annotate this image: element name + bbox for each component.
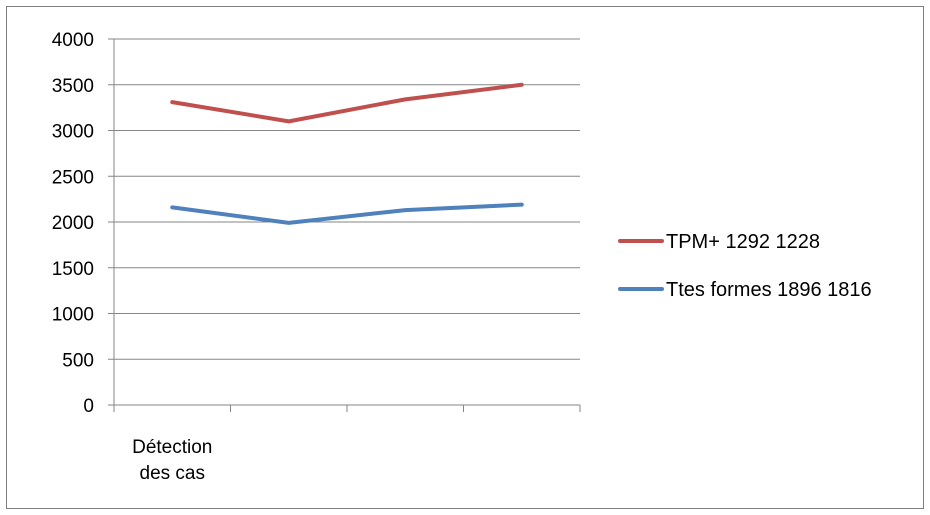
y-tick-label: 1000 <box>52 305 94 326</box>
x-axis-ticks <box>113 405 581 412</box>
y-tick-label: 2000 <box>52 213 94 234</box>
series-line-2 <box>170 202 524 225</box>
legend-label: TPM+ 1292 1228 <box>666 231 820 253</box>
y-tick-label: 3000 <box>52 122 94 143</box>
category-labels: Détection des cas <box>132 437 212 484</box>
legend: TPM+ 1292 1228 Ttes formes 1896 1816 <box>618 231 872 301</box>
x-category-label: Détection des cas <box>132 437 212 484</box>
series-lines <box>170 82 524 225</box>
series-line-1 <box>170 82 524 124</box>
y-tick-label: 4000 <box>52 30 94 51</box>
y-axis-ticks: 0 500 1000 1500 2000 2500 3000 3500 4000 <box>52 30 114 417</box>
gridlines <box>114 38 580 360</box>
y-tick-label: 1500 <box>52 259 94 280</box>
y-tick-label: 0 <box>83 396 94 417</box>
x-category-label-line: des cas <box>140 463 205 484</box>
x-category-label-line: Détection <box>132 437 212 458</box>
legend-label: Ttes formes 1896 1816 <box>666 279 872 301</box>
y-tick-label: 500 <box>62 350 94 371</box>
y-tick-label: 2500 <box>52 167 94 188</box>
y-tick-label: 3500 <box>52 76 94 97</box>
chart-frame <box>6 6 924 509</box>
